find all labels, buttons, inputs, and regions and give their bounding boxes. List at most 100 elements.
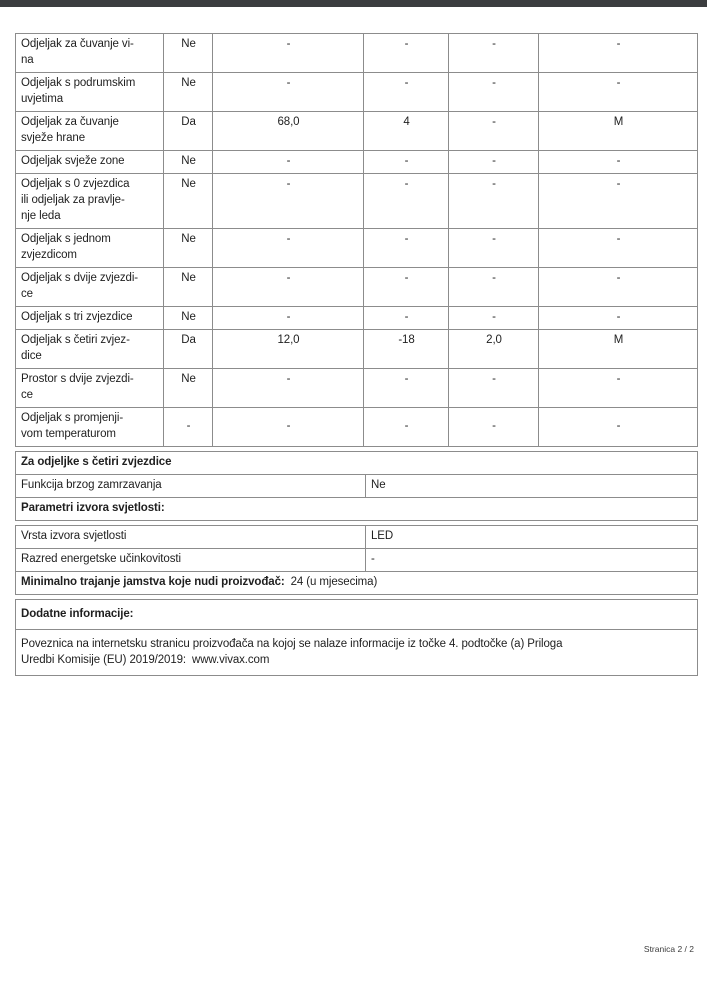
compartment-label: Odjeljak s tri zvjezdice [15,306,164,330]
compartment-present: Da [163,111,213,151]
compartment-present: Ne [163,33,213,73]
compartment-temperature: - [363,368,449,408]
compartment-volume: 12,0 [212,329,364,369]
page-number-label: Stranica 2 / 2 [643,944,694,954]
table-row: Odjeljak za čuvanje vi- na Ne - - - - [15,33,698,73]
compartment-freezing-capacity: - [448,111,539,151]
light-source-section-header: Parametri izvora svjetlosti: [15,497,698,521]
compartment-volume: - [212,306,364,330]
compartment-freezing-capacity: - [448,306,539,330]
light-type-value: LED [365,525,698,549]
light-energy-class-value: - [365,548,698,572]
fast-freeze-label: Funkcija brzog zamrzavanja [15,474,366,498]
compartment-volume: - [212,173,364,229]
compartment-freezing-capacity: - [448,407,539,447]
light-source-table: Vrsta izvora svjetlosti LED Razred energ… [15,525,698,595]
table-row: Odjeljak s jednom zvjezdicom Ne - - - - [15,228,698,268]
compartment-temperature: -18 [363,329,449,369]
compartment-temperature: - [363,407,449,447]
compartment-defrost-type: M [538,329,698,369]
manufacturer-link-row: Poveznica na internetsku stranicu proizv… [15,629,698,676]
table-row: Za odjeljke s četiri zvjezdice [15,451,698,475]
compartment-label: Odjeljak s podrumskim uvjetima [15,72,164,112]
compartment-volume: - [212,150,364,174]
table-row: Minimalno trajanje jamstva koje nudi pro… [15,571,698,595]
compartment-defrost-type: - [538,368,698,408]
compartment-label: Odjeljak s četiri zvjez- dice [15,329,164,369]
compartment-temperature: - [363,72,449,112]
compartment-defrost-type: - [538,228,698,268]
additional-info-table: Dodatne informacije: Poveznica na intern… [15,599,698,676]
compartment-freezing-capacity: - [448,173,539,229]
table-row: Odjeljak s dvije zvjezdi- ce Ne - - - - [15,267,698,307]
light-energy-class-label: Razred energetske učinkovitosti [15,548,366,572]
compartment-defrost-type: - [538,150,698,174]
table-row: Odjeljak s tri zvjezdice Ne - - - - [15,306,698,330]
compartment-volume: 68,0 [212,111,364,151]
compartment-present: Ne [163,267,213,307]
compartment-volume: - [212,368,364,408]
compartments-table: Odjeljak za čuvanje vi- na Ne - - - - Od… [15,33,698,447]
compartment-volume: - [212,228,364,268]
table-row: Odjeljak s promjenji- vom temperaturom -… [15,407,698,447]
compartment-volume: - [212,407,364,447]
table-row: Odjeljak s podrumskim uvjetima Ne - - - … [15,72,698,112]
table-row: Dodatne informacije: [15,599,698,630]
table-row: Prostor s dvije zvjezdi- ce Ne - - - - [15,368,698,408]
compartment-volume: - [212,33,364,73]
compartment-defrost-type: - [538,306,698,330]
compartment-freezing-capacity: - [448,267,539,307]
compartment-label: Odjeljak svježe zone [15,150,164,174]
compartment-label: Odjeljak s promjenji- vom temperaturom [15,407,164,447]
compartment-present: Ne [163,228,213,268]
table-row: Odjeljak s 0 zvjezdica ili odjeljak za p… [15,173,698,229]
warranty-row: Minimalno trajanje jamstva koje nudi pro… [15,571,698,595]
compartment-freezing-capacity: - [448,228,539,268]
compartment-freezing-capacity: 2,0 [448,329,539,369]
compartment-defrost-type: M [538,111,698,151]
table-row: Odjeljak za čuvanje svježe hrane Da 68,0… [15,111,698,151]
compartment-present: Ne [163,306,213,330]
compartment-defrost-type: - [538,407,698,447]
manufacturer-website-link[interactable]: www.vivax.com [192,654,270,666]
fast-freeze-value: Ne [365,474,698,498]
manufacturer-link-description: Poveznica na internetsku stranicu proizv… [21,638,563,666]
compartment-temperature: - [363,173,449,229]
compartment-present: Ne [163,72,213,112]
compartment-freezing-capacity: - [448,33,539,73]
four-star-section-header: Za odjeljke s četiri zvjezdice [15,451,698,475]
compartment-freezing-capacity: - [448,150,539,174]
compartment-freezing-capacity: - [448,368,539,408]
compartment-present: Ne [163,173,213,229]
compartment-temperature: - [363,306,449,330]
compartment-label: Odjeljak s dvije zvjezdi- ce [15,267,164,307]
table-row: Odjeljak svježe zone Ne - - - - [15,150,698,174]
compartment-present: Ne [163,368,213,408]
compartment-temperature: 4 [363,111,449,151]
four-star-section-table: Za odjeljke s četiri zvjezdice Funkcija … [15,451,698,521]
compartment-present: Ne [163,150,213,174]
compartment-freezing-capacity: - [448,72,539,112]
compartment-label: Odjeljak za čuvanje vi- na [15,33,164,73]
table-row: Vrsta izvora svjetlosti LED [15,525,698,549]
compartment-label: Odjeljak s 0 zvjezdica ili odjeljak za p… [15,173,164,229]
compartment-defrost-type: - [538,72,698,112]
warranty-label: Minimalno trajanje jamstva koje nudi pro… [21,576,285,588]
table-row: Parametri izvora svjetlosti: [15,497,698,521]
compartment-temperature: - [363,228,449,268]
table-row: Funkcija brzog zamrzavanja Ne [15,474,698,498]
compartment-defrost-type: - [538,173,698,229]
table-row: Odjeljak s četiri zvjez- dice Da 12,0 -1… [15,329,698,369]
light-type-label: Vrsta izvora svjetlosti [15,525,366,549]
compartment-present: - [163,407,213,447]
compartment-defrost-type: - [538,33,698,73]
additional-info-header: Dodatne informacije: [15,599,698,630]
compartment-temperature: - [363,33,449,73]
compartment-volume: - [212,267,364,307]
table-row: Razred energetske učinkovitosti - [15,548,698,572]
warranty-value: 24 (u mjesecima) [290,576,378,588]
compartment-label: Prostor s dvije zvjezdi- ce [15,368,164,408]
table-row: Poveznica na internetsku stranicu proizv… [15,629,698,676]
compartment-volume: - [212,72,364,112]
compartment-temperature: - [363,267,449,307]
